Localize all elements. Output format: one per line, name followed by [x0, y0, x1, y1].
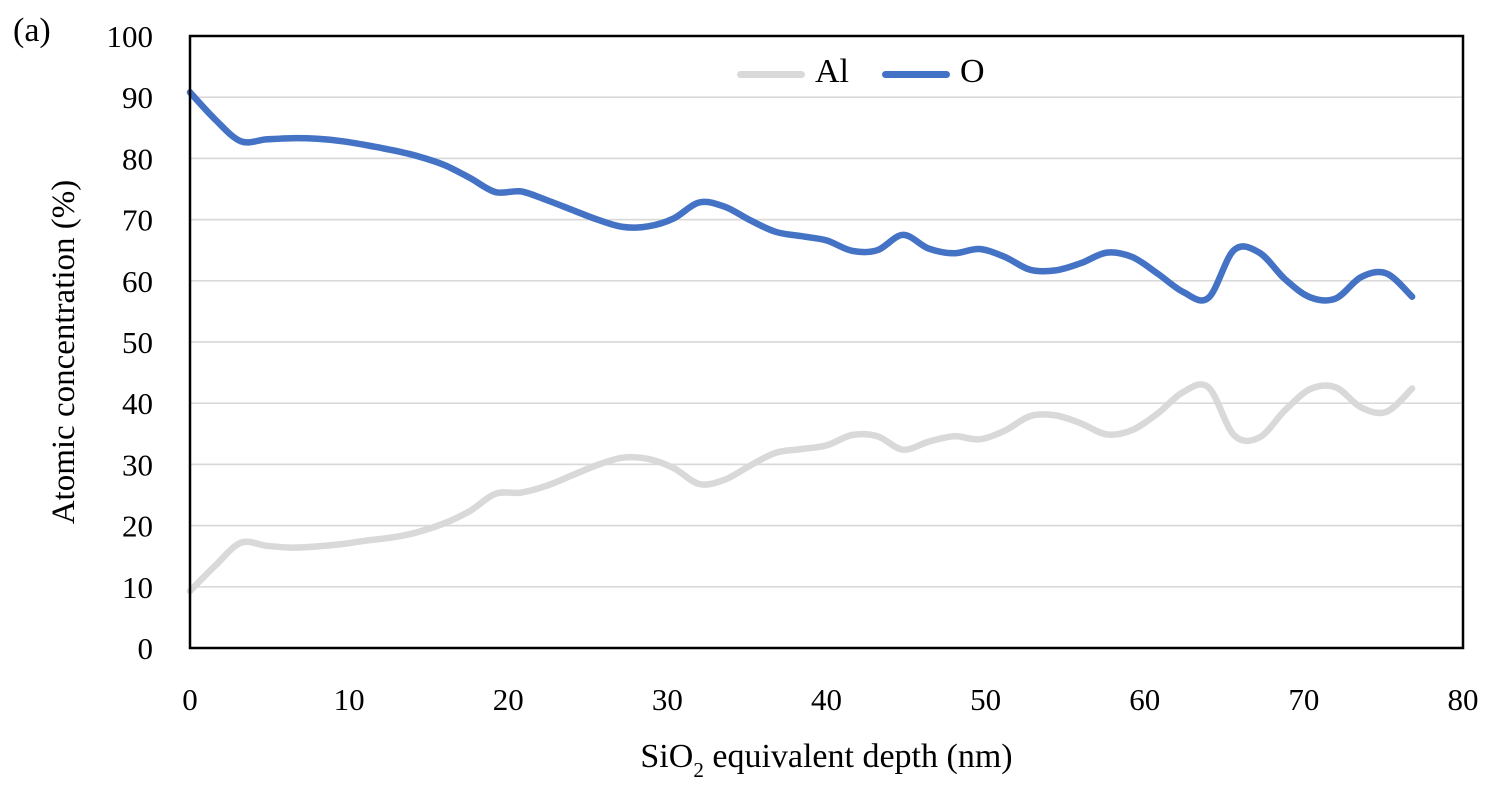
x-axis-title-suffix: equivalent depth (nm): [703, 738, 1013, 775]
y-tick-label: 70: [122, 203, 153, 238]
panel-label: (a): [13, 12, 51, 49]
x-tick-label: 60: [1129, 682, 1160, 717]
y-axis-title: Atomic concentration (%): [46, 179, 82, 525]
x-tick-label: 80: [1448, 682, 1479, 717]
x-axis-title-subscript: 2: [693, 758, 704, 783]
o-line-swatch: [882, 70, 950, 78]
y-tick-label: 100: [107, 19, 154, 54]
x-tick-label: 30: [652, 682, 683, 717]
al-series-line: [186, 381, 1416, 595]
y-tick-label: 60: [122, 264, 153, 299]
y-tick-label: 40: [122, 386, 153, 421]
x-tick-label: 50: [970, 682, 1001, 717]
x-tick-label: 20: [493, 682, 524, 717]
legend-label-o: O: [960, 53, 985, 90]
x-axis-title-prefix: SiO: [640, 738, 694, 775]
y-tick-label: 50: [122, 325, 153, 360]
o-series-line: [186, 89, 1416, 304]
x-tick-label: 10: [334, 682, 365, 717]
legend-label-al: Al: [815, 53, 849, 90]
chart-legend: Al O: [737, 53, 985, 91]
legend-item-o: O: [882, 53, 985, 91]
y-tick-label: 90: [122, 80, 153, 115]
legend-item-al: Al: [737, 53, 849, 91]
y-tick-label: 30: [122, 447, 153, 482]
x-tick-label: 40: [811, 682, 842, 717]
y-tick-label: 20: [122, 509, 153, 544]
x-tick-label: 70: [1288, 682, 1319, 717]
y-tick-label: 10: [122, 570, 153, 605]
x-axis-title: SiO2 equivalent depth (nm): [190, 738, 1463, 781]
plot-border: [188, 34, 1465, 650]
x-tick-label: 0: [182, 682, 198, 717]
y-tick-label: 80: [122, 141, 153, 176]
al-line-swatch: [737, 70, 805, 78]
y-tick-label: 0: [138, 631, 154, 666]
